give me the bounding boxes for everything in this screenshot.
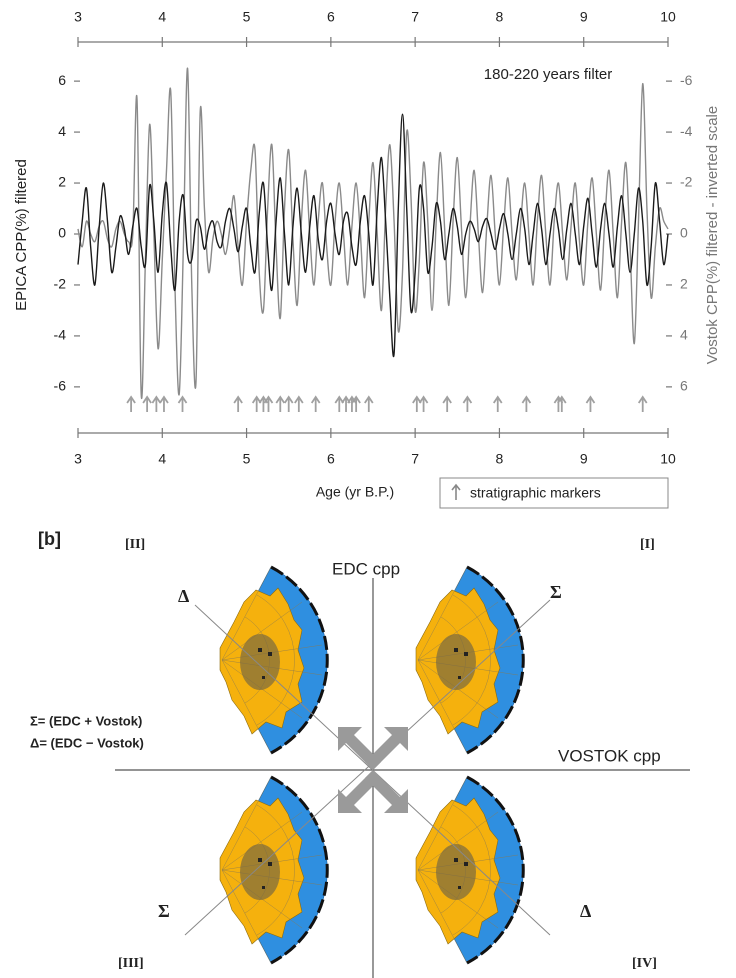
y-tick-label: 6	[58, 72, 66, 88]
legend-label: stratigraphic markers	[470, 485, 601, 501]
stratigraphic-marker	[585, 395, 596, 412]
map-quadrant-2	[218, 565, 329, 755]
x-tick-label: 9	[580, 9, 588, 25]
stratigraphic-marker	[251, 395, 262, 412]
stratigraphic-marker	[283, 395, 294, 412]
stratigraphic-marker	[341, 395, 351, 412]
stratigraphic-marker	[159, 395, 169, 412]
definition: Δ= (EDC − Vostok)	[30, 735, 144, 750]
x-tick-label: 7	[411, 9, 419, 25]
map-quadrant-4	[414, 775, 525, 965]
x-tick-label: 4	[158, 9, 166, 25]
stratigraphic-marker	[151, 395, 162, 412]
y-tick-label: 0	[58, 225, 66, 241]
diagonal-label: Σ	[550, 582, 562, 602]
y-tick-label: -6	[54, 378, 67, 394]
series-line	[77, 113, 669, 358]
stratigraphic-marker	[334, 395, 345, 412]
diagonals	[184, 599, 551, 936]
definition: Σ= (EDC + Vostok)	[30, 713, 142, 728]
stratigraphic-marker	[418, 395, 429, 412]
stratigraphic-marker	[364, 395, 374, 412]
annotation: 180-220 years filter	[484, 66, 612, 83]
quadrant-label: [I]	[640, 537, 655, 552]
x-tick-label: 3	[74, 9, 82, 25]
legend-box	[439, 477, 669, 509]
stratigraphic-marker	[521, 395, 532, 412]
stratigraphic-marker	[275, 395, 286, 412]
stratigraphic-marker	[294, 395, 304, 412]
stratigraphic-marker	[126, 395, 136, 412]
quadrant-label: [IV]	[632, 956, 657, 971]
stratigraphic-marker	[351, 395, 361, 412]
x-axis-label: Age (yr B.P.)	[316, 484, 394, 500]
y-tick-label: -2	[54, 276, 67, 292]
stratigraphic-marker	[637, 395, 648, 412]
x-tick-label: 9	[580, 451, 588, 467]
y2-tick-label: 6	[680, 378, 688, 394]
vertical-axis-label: EDC cpp	[332, 559, 400, 578]
stratigraphic-marker	[233, 395, 243, 412]
x-tick-label: 8	[496, 9, 504, 25]
diagonal-label: Δ	[580, 901, 591, 921]
quadrant-label: [II]	[125, 537, 145, 552]
stratigraphic-marker	[492, 395, 503, 412]
stratigraphic-marker	[412, 395, 422, 412]
stratigraphic-marker	[142, 395, 152, 412]
series-line	[77, 67, 669, 399]
x-tick-label: 8	[496, 451, 504, 467]
legend-arrow	[451, 483, 461, 500]
quadrant-label: [III]	[118, 956, 144, 971]
y2-tick-label: 0	[680, 225, 688, 241]
x-tick-label: 6	[327, 451, 335, 467]
stratigraphic-marker	[263, 395, 274, 412]
stratigraphic-marker	[442, 395, 452, 412]
x-tick-label: 10	[660, 9, 676, 25]
center-arrows	[338, 727, 408, 813]
y2-tick-label: 2	[680, 276, 688, 292]
y-tick-label: 4	[58, 123, 66, 139]
y2-tick-label: 4	[680, 327, 688, 343]
y-tick-label: -4	[54, 327, 67, 343]
panel-label: [b]	[38, 529, 61, 549]
x-tick-label: 3	[74, 451, 82, 467]
x-tick-label: 5	[243, 451, 251, 467]
stratigraphic-marker	[310, 395, 321, 412]
stratigraphic-marker	[347, 395, 357, 412]
y2-tick-label: -2	[680, 174, 693, 190]
x-tick-label: 7	[411, 451, 419, 467]
x-tick-label: 6	[327, 9, 335, 25]
diagonal-label: Σ	[158, 901, 170, 921]
y2-tick-label: -4	[680, 123, 693, 139]
x-tick-label: 5	[243, 9, 251, 25]
x-tick-label: 4	[158, 451, 166, 467]
y-axis-label: EPICA CPP(%) filtered	[13, 159, 30, 311]
x-tick-label: 10	[660, 451, 676, 467]
y2-axis-label: Vostok CPP(%) filtered - inverted scale	[704, 106, 721, 364]
stratigraphic-marker	[177, 395, 188, 412]
map-quadrant-3	[218, 775, 329, 965]
stratigraphic-marker	[557, 395, 567, 412]
diagonal-label: Δ	[178, 586, 189, 606]
y-tick-label: 2	[58, 174, 66, 190]
map-quadrant-1	[414, 565, 525, 755]
y2-tick-label: -6	[680, 72, 693, 88]
horizontal-axis-label: VOSTOK cpp	[558, 746, 661, 765]
stratigraphic-marker	[462, 395, 473, 412]
